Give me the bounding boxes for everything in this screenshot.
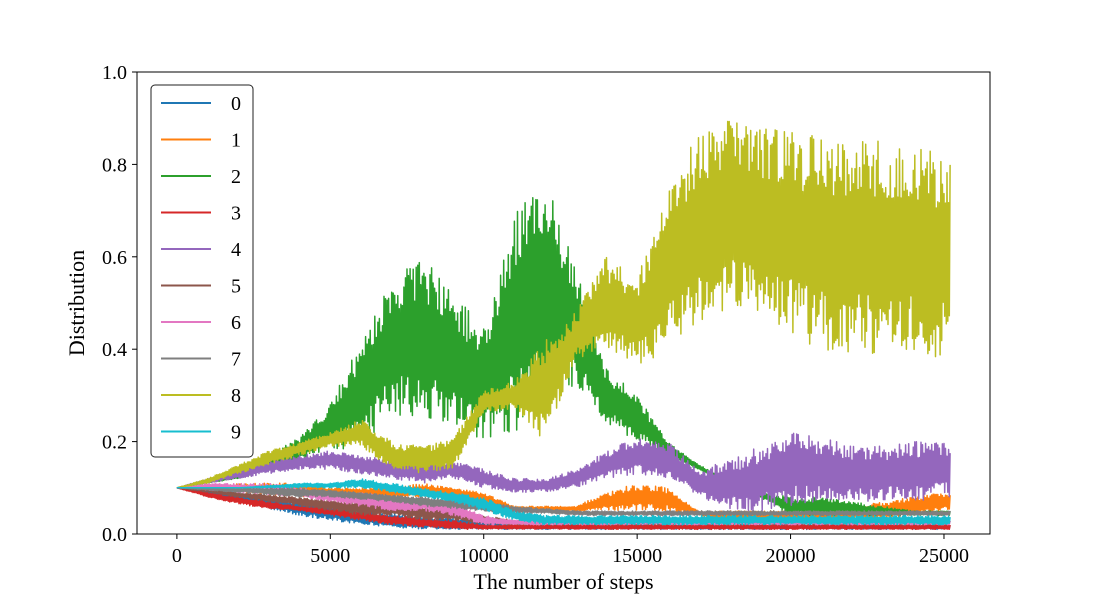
x-tick-label: 5000: [310, 545, 350, 567]
series-line-4: [176, 432, 951, 512]
y-tick-label: 0.0: [102, 524, 127, 546]
legend-label-0: 0: [231, 93, 241, 115]
x-tick-label: 25000: [919, 545, 969, 567]
y-tick-label: 0.8: [102, 154, 127, 176]
legend-box: [150, 84, 254, 458]
plot-frame: [136, 71, 991, 535]
x-tick-label: 20000: [766, 545, 816, 567]
legend: 0 1 2 3 4 5 6 7 8 9: [150, 84, 254, 458]
y-tick-label: 0.4: [102, 339, 127, 361]
y-tick-label: 0.2: [102, 432, 127, 454]
y-axis: 0.0 0.2 0.4 0.6 0.8 1.0: [102, 62, 137, 546]
x-tick-label: 15000: [612, 545, 662, 567]
legend-label-2: 2: [231, 166, 241, 188]
x-tick-label: 0: [172, 545, 182, 567]
x-tick-label: 10000: [459, 545, 509, 567]
series-line-9: [176, 478, 951, 526]
legend-label-6: 6: [231, 312, 241, 334]
legend-label-8: 8: [231, 385, 241, 407]
series-line-8: [176, 120, 951, 489]
x-axis: 0 5000 10000 15000 20000 25000: [172, 534, 969, 567]
series-line-2: [176, 197, 951, 517]
legend-label-3: 3: [231, 203, 241, 225]
y-axis-title: Distribution: [64, 250, 89, 356]
series-line-7: [176, 487, 951, 517]
legend-label-5: 5: [231, 276, 241, 298]
y-tick-label: 0.6: [102, 247, 127, 269]
series-layer: [176, 120, 951, 531]
legend-label-7: 7: [231, 349, 241, 371]
y-tick-label: 1.0: [102, 62, 127, 84]
legend-label-1: 1: [231, 130, 241, 152]
legend-label-4: 4: [231, 239, 241, 261]
legend-label-9: 9: [231, 422, 241, 444]
x-axis-title: The number of steps: [473, 569, 653, 594]
